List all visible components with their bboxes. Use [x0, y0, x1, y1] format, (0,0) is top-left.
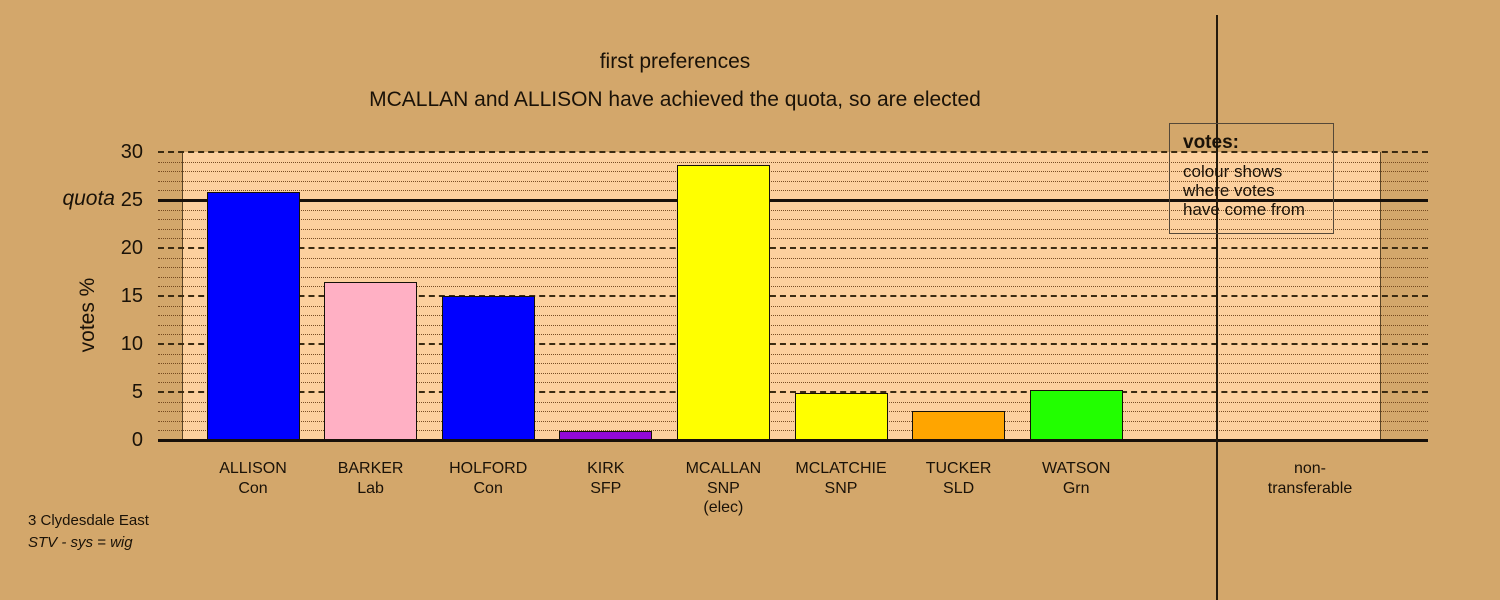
bar-tucker: [912, 411, 1006, 440]
x-label-allison: ALLISON Con: [168, 459, 338, 498]
bar-holford: [441, 296, 535, 440]
x-label-line: SLD: [943, 479, 975, 497]
gridline-5: [158, 391, 1428, 393]
x-label-tucker: TUCKER SLD: [874, 459, 1044, 498]
y-tick-5: 5: [131, 381, 143, 403]
y-tick-10: 10: [120, 333, 143, 355]
x-label-barker: BARKER Lab: [286, 459, 456, 498]
gridline-16: [158, 286, 1428, 288]
gridline-15: [158, 295, 1428, 297]
x-label-line: BARKER: [337, 460, 404, 477]
gridline-7: [158, 372, 1428, 374]
gridline-29: [158, 161, 1428, 163]
gridline-17: [158, 276, 1428, 278]
gridline-2: [158, 420, 1428, 422]
legend-box: votes: colour shows where votes have com…: [1169, 123, 1334, 234]
voting-system-label: STV - sys = wig: [28, 534, 133, 551]
y-tick-30: 30: [120, 141, 143, 163]
bar-mclatchie: [794, 392, 888, 440]
x-label-kirk: KIRK SFP: [521, 459, 691, 498]
plot-area: [158, 151, 1428, 442]
quota-label: quota: [62, 187, 115, 210]
x-label-line: MCLATCHIE: [795, 460, 887, 477]
constituency-label: 3 Clydesdale East: [28, 512, 149, 529]
bar-watson: [1029, 390, 1123, 440]
gridline-4: [158, 401, 1428, 403]
bar-allison: [206, 192, 300, 440]
gridline-9: [158, 353, 1428, 355]
gridline-22: [158, 228, 1428, 230]
x-label-line: HOLFORD: [449, 460, 528, 477]
gridline-3: [158, 411, 1428, 413]
gridline-20: [158, 247, 1428, 249]
legend-line: colour shows: [1183, 162, 1283, 181]
x-label-line: MCALLAN: [685, 460, 762, 477]
gridline-21: [158, 238, 1428, 240]
gridline-23: [158, 219, 1428, 221]
y-tick-20: 20: [120, 237, 143, 259]
x-label-line: Grn: [1062, 479, 1090, 497]
gridline-26: [158, 190, 1428, 192]
gridline-18: [158, 267, 1428, 269]
gridline-14: [158, 305, 1428, 307]
x-label-mclatchie: MCLATCHIE SNP: [756, 459, 926, 498]
x-label-line: SNP: [706, 479, 740, 497]
gridline-24: [158, 209, 1428, 211]
x-label-line: (elec): [703, 499, 744, 516]
x-label-line: Con: [238, 479, 268, 497]
gridline-13: [158, 315, 1428, 317]
x-label-line: SFP: [590, 479, 622, 497]
legend-line: have come from: [1183, 200, 1305, 219]
x-label-mcallan: MCALLAN SNP (elec): [638, 459, 808, 518]
gridline-12: [158, 324, 1428, 326]
x-label-line: non-: [1293, 460, 1327, 477]
x-label-non-transferable: non-transferable: [1225, 459, 1395, 498]
bar-mcallan: [676, 165, 770, 440]
y-tick-15: 15: [120, 285, 143, 307]
x-label-line: SNP: [824, 479, 858, 497]
gridline-30: [158, 151, 1428, 153]
x-label-line: TUCKER: [925, 460, 992, 477]
x-label-line: WATSON: [1041, 460, 1111, 477]
x-label-line: KIRK: [587, 460, 625, 477]
gridline-11: [158, 334, 1428, 336]
chart-title: first preferences: [599, 50, 751, 73]
footer: 3 Clydesdale East STV - sys = wig: [28, 511, 149, 552]
bar-barker: [324, 281, 418, 440]
x-label-line: transferable: [1267, 479, 1353, 497]
y-tick-25: 25: [120, 189, 143, 211]
chart-subtitle: MCALLAN and ALLISON have achieved the qu…: [369, 88, 981, 111]
x-label-watson: WATSON Grn: [991, 459, 1161, 498]
legend-heading: votes:: [1183, 132, 1239, 153]
y-tick-0: 0: [131, 429, 143, 451]
gridline-6: [158, 382, 1428, 384]
gridline-8: [158, 363, 1428, 365]
gridline-19: [158, 257, 1428, 259]
x-label-holford: HOLFORD Con: [403, 459, 573, 498]
legend-line: where votes: [1183, 181, 1275, 200]
x-label-line: Con: [473, 479, 503, 497]
non-transferable-separator-line: [1216, 15, 1218, 600]
gridline-1: [158, 430, 1428, 432]
x-label-line: Lab: [357, 479, 384, 497]
quota-line: [158, 199, 1428, 202]
gridline-28: [158, 171, 1428, 173]
gridline-10: [158, 343, 1428, 345]
x-axis-line: [158, 439, 1428, 442]
gridline-27: [158, 180, 1428, 182]
x-label-line: ALLISON: [219, 460, 287, 477]
